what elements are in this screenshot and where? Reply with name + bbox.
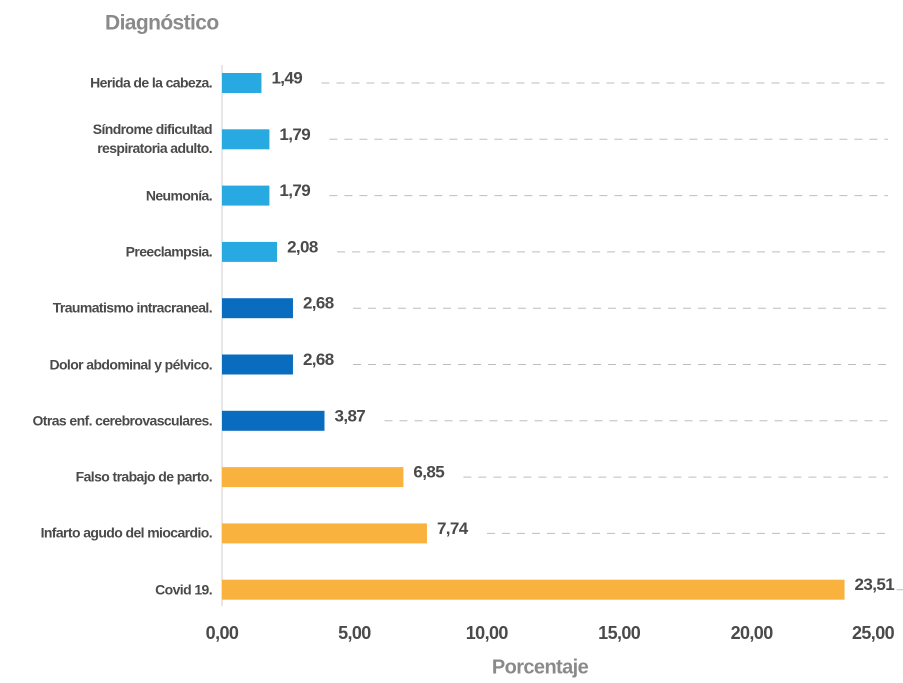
- y-tick-label: Neumonía.: [145, 187, 213, 204]
- value-label: 1,49: [271, 68, 302, 87]
- value-label: 1,79: [279, 125, 310, 144]
- y-tick-label: Preeclampsia.: [125, 243, 213, 260]
- bar: [222, 410, 325, 431]
- bar: [222, 523, 427, 544]
- bar: [222, 73, 262, 93]
- x-tick-label: 25,00: [852, 623, 895, 643]
- x-tick-label: 20,00: [731, 623, 774, 643]
- x-tick-label: 10,00: [466, 623, 509, 643]
- y-tick-label: Covid 19.: [155, 581, 212, 598]
- y-tick-label: Dolor abdominal y pélvico.: [49, 356, 212, 372]
- chart-title: Diagnóstico: [105, 12, 219, 35]
- x-tick-label: 5,00: [338, 623, 371, 643]
- y-tick-label: Falso trabajo de parto.: [75, 468, 213, 485]
- value-label: 2,68: [303, 350, 334, 369]
- value-label: 7,74: [437, 519, 469, 538]
- x-tick-label: 0,00: [206, 623, 239, 643]
- bar: [222, 467, 404, 488]
- y-tick-label: Herida de la cabeza.: [90, 74, 212, 91]
- bar: [222, 579, 845, 600]
- bar: [222, 354, 293, 375]
- y-tick-label: Traumatismo intracraneal.: [52, 299, 213, 316]
- bar: [222, 298, 293, 319]
- value-label: 1,79: [279, 181, 310, 200]
- value-label: 2,68: [303, 294, 334, 313]
- x-axis-label: Porcentaje: [492, 656, 589, 678]
- value-label: 3,87: [334, 406, 365, 425]
- bar: [222, 185, 270, 206]
- y-tick-label: Infarto agudo del miocardio.: [40, 524, 213, 541]
- bar: [222, 129, 270, 150]
- value-label: 6,85: [413, 463, 444, 482]
- y-tick-label: Otras enf. cerebrovasculares.: [32, 412, 213, 429]
- x-tick-label: 15,00: [598, 623, 641, 643]
- bar: [222, 241, 278, 262]
- value-label: 23,51: [855, 575, 895, 594]
- value-label: 2,08: [287, 237, 318, 256]
- y-tick-label: Síndrome dificultad respiratoria adulto.: [92, 121, 213, 157]
